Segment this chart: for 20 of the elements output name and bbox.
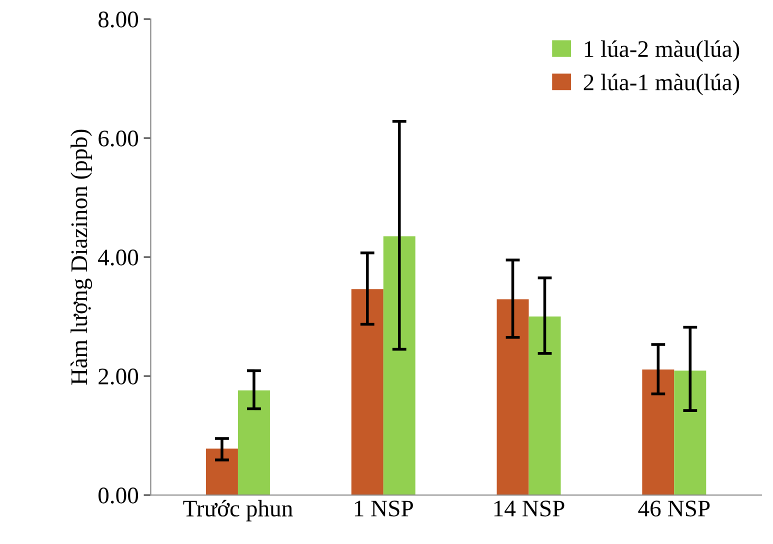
legend-label: 2 lúa-1 màu(lúa)	[584, 74, 740, 96]
y-tick-label: 8.00	[98, 12, 138, 28]
x-tick-label: Trước phun	[183, 500, 293, 522]
bar	[528, 316, 561, 496]
y-tick-label: 4.00	[98, 250, 138, 266]
bar	[674, 370, 706, 496]
y-tick-label: 0.00	[98, 488, 138, 504]
bar	[496, 299, 529, 496]
y-axis-title: Hàm lượng Diazinon (ppb)	[70, 130, 92, 385]
y-tick-label: 6.00	[98, 130, 138, 147]
bar	[383, 236, 416, 496]
bar	[351, 289, 384, 496]
x-tick-label: 46 NSP	[638, 500, 710, 517]
bar	[206, 448, 238, 496]
y-tick-label: 2.00	[98, 368, 138, 385]
bar	[642, 369, 674, 496]
x-tick-label: 14 NSP	[494, 500, 564, 517]
legend-label: 1 lúa-2 màu(lúa)	[584, 40, 740, 62]
x-tick-label: 1 NSP	[354, 500, 413, 517]
bar	[238, 390, 270, 496]
